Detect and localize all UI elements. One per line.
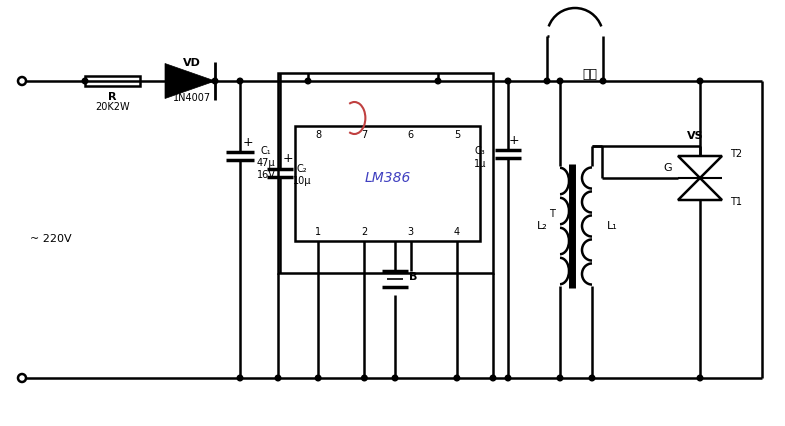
Text: 16V: 16V: [257, 170, 276, 180]
Circle shape: [362, 375, 367, 381]
Text: 1N4007: 1N4007: [173, 93, 211, 103]
Circle shape: [392, 375, 398, 381]
Text: C₁: C₁: [261, 146, 272, 156]
Text: 47μ: 47μ: [257, 158, 276, 168]
Text: 3: 3: [407, 227, 414, 237]
Circle shape: [590, 375, 595, 381]
Text: T1: T1: [730, 197, 742, 207]
Text: R: R: [108, 92, 117, 102]
Text: L₁: L₁: [607, 221, 617, 231]
Circle shape: [237, 375, 243, 381]
Text: LM386: LM386: [364, 172, 411, 185]
Text: VD: VD: [183, 58, 201, 68]
Circle shape: [316, 375, 321, 381]
Text: 6: 6: [407, 130, 414, 140]
Text: ~ 220V: ~ 220V: [30, 234, 71, 245]
Text: 20K2W: 20K2W: [95, 102, 130, 112]
Text: +: +: [509, 133, 520, 147]
Text: G: G: [663, 163, 672, 173]
Text: L₂: L₂: [537, 221, 547, 231]
Circle shape: [237, 78, 243, 84]
Text: 1μ: 1μ: [474, 159, 486, 169]
Circle shape: [544, 78, 550, 84]
Text: C₂: C₂: [297, 164, 307, 174]
Circle shape: [557, 78, 563, 84]
Circle shape: [697, 375, 703, 381]
Text: 5: 5: [454, 130, 460, 140]
Circle shape: [601, 78, 606, 84]
Circle shape: [490, 375, 496, 381]
Circle shape: [506, 78, 511, 84]
Text: +: +: [243, 135, 254, 149]
Circle shape: [276, 375, 281, 381]
Text: VS: VS: [687, 131, 703, 141]
Text: 8: 8: [315, 130, 321, 140]
Circle shape: [82, 78, 88, 84]
Circle shape: [435, 78, 441, 84]
Circle shape: [697, 78, 703, 84]
Text: 10μ: 10μ: [293, 176, 311, 186]
Polygon shape: [165, 63, 215, 98]
Text: B: B: [409, 272, 418, 282]
Text: +: +: [283, 153, 294, 165]
Circle shape: [305, 78, 311, 84]
Text: 4: 4: [454, 227, 460, 237]
Text: 插座: 插座: [582, 67, 597, 81]
Text: 2: 2: [361, 227, 367, 237]
Text: 1: 1: [315, 227, 321, 237]
Text: T2: T2: [730, 149, 742, 159]
Text: T: T: [550, 209, 555, 219]
Text: 7: 7: [361, 130, 367, 140]
Circle shape: [506, 375, 511, 381]
Bar: [295, 126, 480, 241]
Bar: [278, 73, 493, 273]
Text: C₃: C₃: [475, 146, 485, 156]
Bar: [85, 76, 140, 86]
Circle shape: [454, 375, 460, 381]
Circle shape: [212, 78, 217, 84]
Circle shape: [557, 375, 563, 381]
